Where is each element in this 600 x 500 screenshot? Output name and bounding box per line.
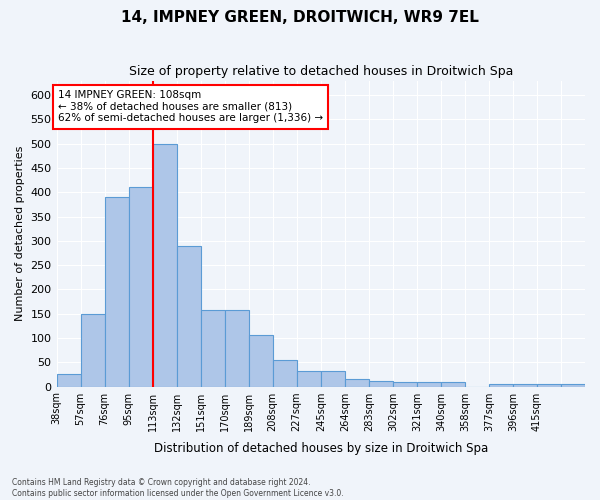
Bar: [369, 380, 393, 386]
Bar: [417, 382, 441, 386]
Bar: [152, 144, 176, 386]
Bar: [56, 374, 80, 386]
Bar: [537, 384, 561, 386]
Bar: [321, 372, 345, 386]
Y-axis label: Number of detached properties: Number of detached properties: [15, 146, 25, 321]
Text: Contains HM Land Registry data © Crown copyright and database right 2024.
Contai: Contains HM Land Registry data © Crown c…: [12, 478, 344, 498]
Bar: [513, 384, 537, 386]
Bar: [273, 360, 297, 386]
Bar: [224, 310, 249, 386]
Bar: [393, 382, 417, 386]
Bar: [561, 384, 585, 386]
Bar: [249, 334, 273, 386]
Text: 14 IMPNEY GREEN: 108sqm
← 38% of detached houses are smaller (813)
62% of semi-d: 14 IMPNEY GREEN: 108sqm ← 38% of detache…: [58, 90, 323, 124]
Bar: [80, 314, 104, 386]
Bar: [104, 197, 128, 386]
Title: Size of property relative to detached houses in Droitwich Spa: Size of property relative to detached ho…: [128, 65, 513, 78]
Bar: [489, 384, 513, 386]
Bar: [441, 382, 465, 386]
Bar: [200, 310, 224, 386]
Text: 14, IMPNEY GREEN, DROITWICH, WR9 7EL: 14, IMPNEY GREEN, DROITWICH, WR9 7EL: [121, 10, 479, 25]
Bar: [176, 246, 200, 386]
Bar: [128, 188, 152, 386]
Bar: [297, 372, 321, 386]
Bar: [345, 379, 369, 386]
X-axis label: Distribution of detached houses by size in Droitwich Spa: Distribution of detached houses by size …: [154, 442, 488, 455]
